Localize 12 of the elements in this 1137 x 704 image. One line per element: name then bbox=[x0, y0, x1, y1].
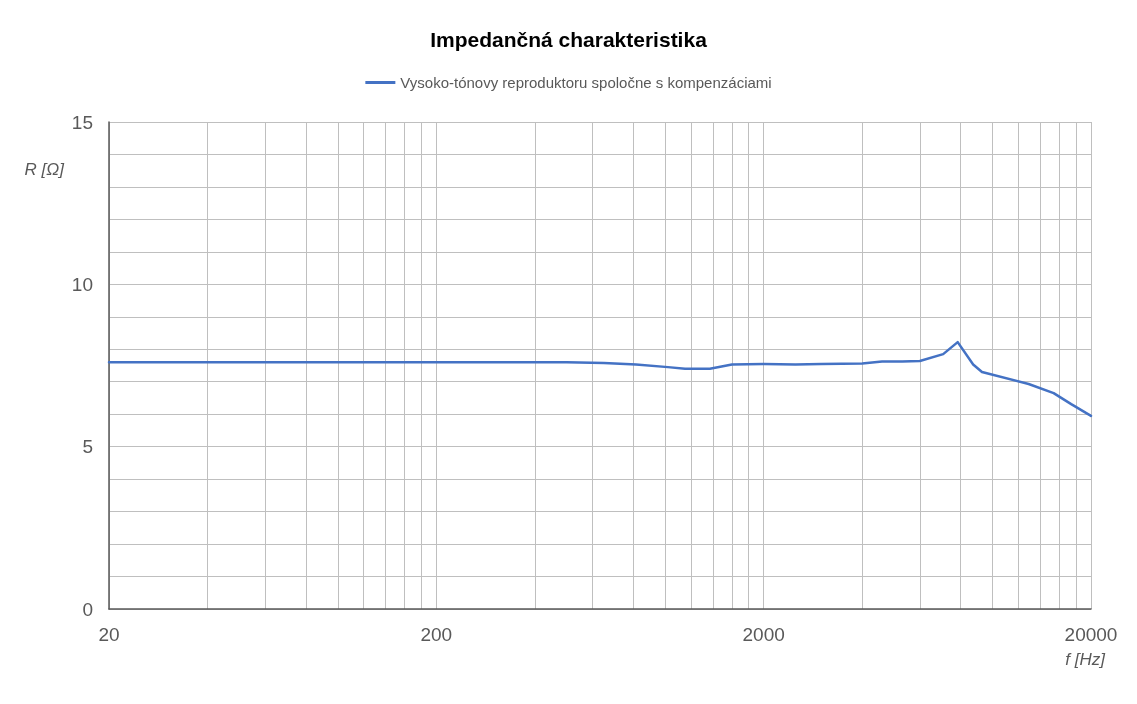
x-tick-label: 20000 bbox=[1064, 624, 1118, 645]
y-tick-label: 0 bbox=[82, 598, 93, 620]
x-tick-label: 200 bbox=[420, 624, 453, 645]
legend-label: Vysoko-tónovy reproduktoru spoločne s kompenzáciami bbox=[400, 74, 772, 91]
x-axis-title: f [Hz] bbox=[1065, 650, 1107, 669]
x-tick-label: 2000 bbox=[742, 624, 785, 645]
y-tick-label: 10 bbox=[71, 273, 93, 295]
x-tick-label: 20 bbox=[98, 624, 120, 645]
y-axis-title: R [Ω] bbox=[24, 160, 66, 179]
y-tick-label: 15 bbox=[71, 111, 93, 133]
chart-title: Impedančná charakteristika bbox=[430, 28, 708, 51]
y-tick-label: 5 bbox=[82, 436, 93, 458]
